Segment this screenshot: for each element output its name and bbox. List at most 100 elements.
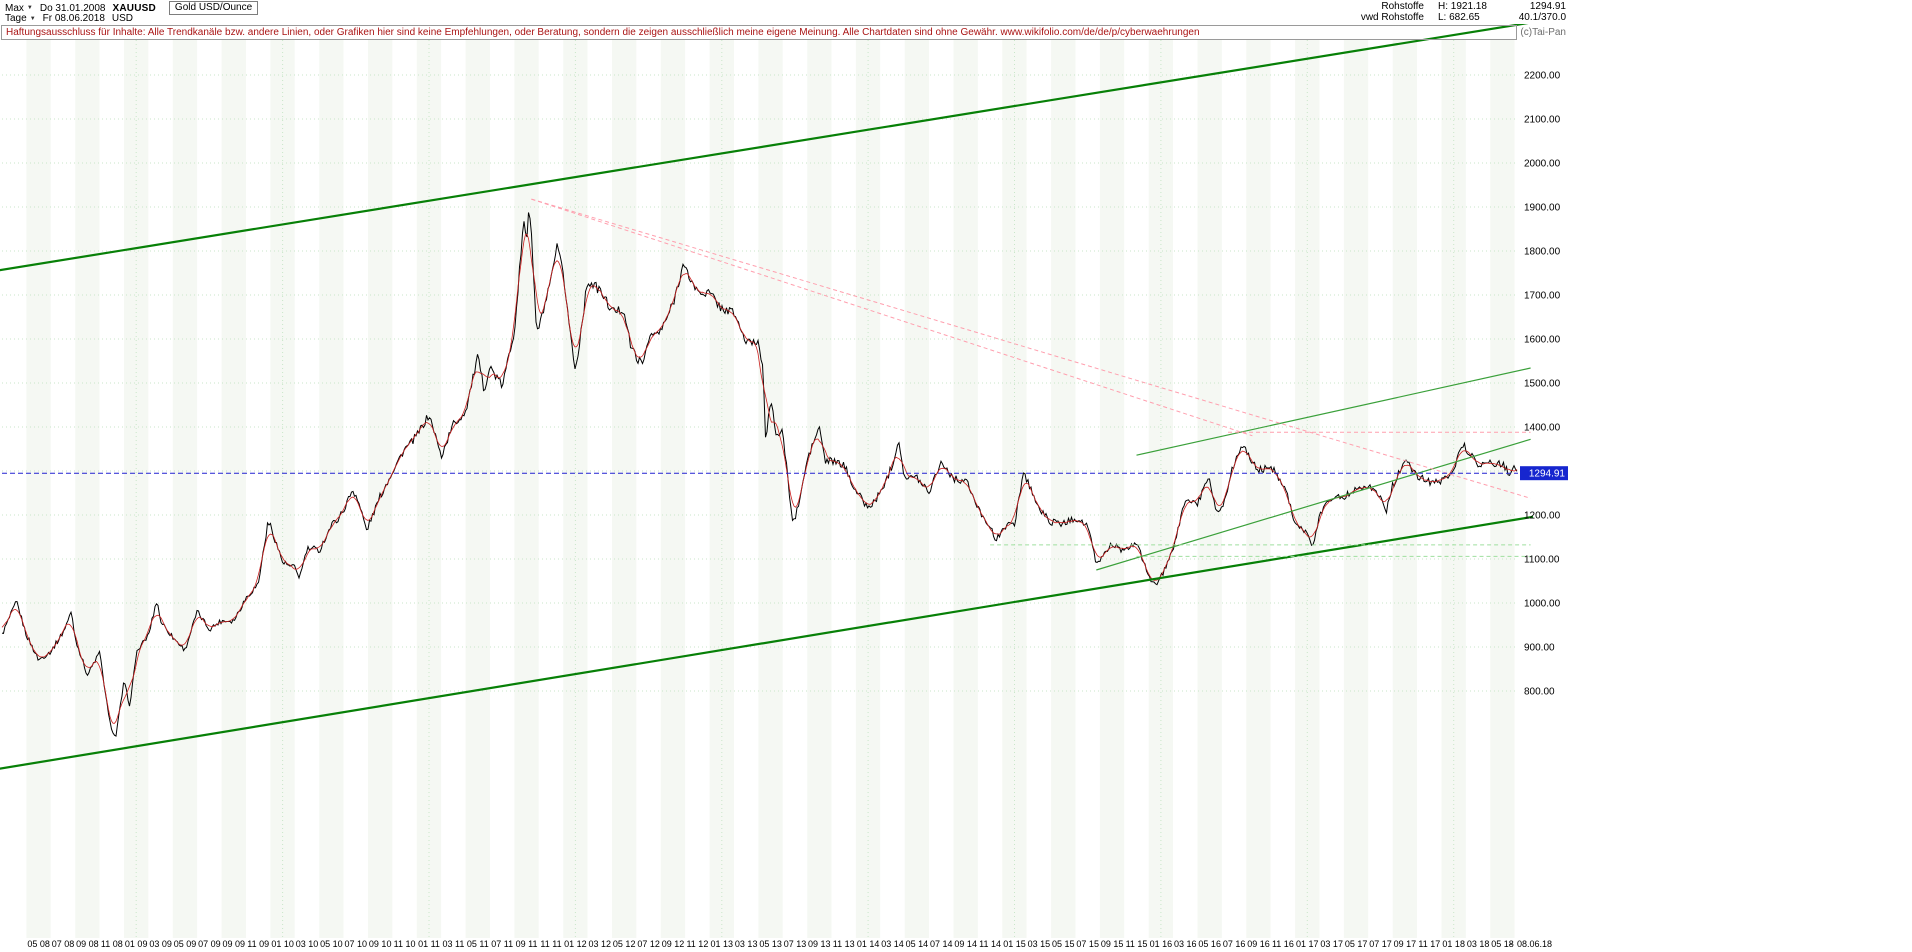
- ma-line: [1, 233, 1518, 724]
- svg-text:05 10: 05 10: [320, 939, 343, 949]
- svg-text:03 10: 03 10: [296, 939, 319, 949]
- period-low-label: L: 682.65: [1438, 12, 1480, 23]
- toolbar-row-1: Max ▼ Do 31.01.2008 XAUUSD Gold USD/Ounc…: [5, 1, 259, 15]
- svg-text:07 10: 07 10: [345, 939, 368, 949]
- svg-text:07 16: 07 16: [1223, 939, 1246, 949]
- background-bands: [2, 40, 1518, 938]
- svg-text:07 09: 07 09: [198, 939, 221, 949]
- svg-text:01 15: 01 15: [1003, 939, 1026, 949]
- svg-text:09 16: 09 16: [1247, 939, 1270, 949]
- svg-text:03 17: 03 17: [1320, 939, 1343, 949]
- start-date-field[interactable]: Do 31.01.2008: [39, 2, 106, 14]
- svg-text:03 14: 03 14: [881, 939, 904, 949]
- last-price-label: 1294.91: [1529, 1, 1566, 12]
- svg-text:1600.00: 1600.00: [1524, 335, 1561, 346]
- svg-text:03 18: 03 18: [1467, 939, 1490, 949]
- svg-text:08.06.18: 08.06.18: [1517, 939, 1552, 949]
- svg-text:1000.00: 1000.00: [1524, 599, 1561, 610]
- trendline-support-2016-rising[interactable]: [1096, 438, 1531, 571]
- svg-text:11 15: 11 15: [1126, 939, 1148, 949]
- svg-text:1100.00: 1100.00: [1524, 555, 1560, 566]
- wikifolio-link[interactable]: www.wikifolio.com/de/de/p/cyberwaehrunge…: [1000, 27, 1200, 38]
- svg-text:07 17: 07 17: [1369, 939, 1392, 949]
- y-axis-labels: 2200.00 2100.00 2000.00 1900.00 1800.00 1700.…: [1524, 71, 1561, 698]
- svg-text:2100.00: 2100.00: [1524, 115, 1561, 126]
- range-dropdown[interactable]: Max ▼: [5, 3, 33, 14]
- svg-text:-: -: [1510, 939, 1513, 949]
- svg-text:11 12: 11 12: [686, 939, 708, 949]
- svg-text:01 16: 01 16: [1150, 939, 1173, 949]
- svg-text:11 10: 11 10: [394, 939, 416, 949]
- copyright-label: (c)Tai-Pan: [1520, 27, 1566, 38]
- indicator-values-label: 40.1/370.0: [1518, 12, 1566, 23]
- svg-text:05 15: 05 15: [1052, 939, 1075, 949]
- feed-source-label: vwd Rohstoffe: [1360, 12, 1424, 23]
- svg-text:2000.00: 2000.00: [1524, 159, 1561, 170]
- end-date-field[interactable]: Fr 08.06.2018: [42, 13, 105, 24]
- svg-text:09 09: 09 09: [223, 939, 246, 949]
- svg-text:07 12: 07 12: [637, 939, 660, 949]
- svg-text:09 15: 09 15: [1101, 939, 1124, 949]
- svg-text:01 14: 01 14: [857, 939, 880, 949]
- svg-text:09 10: 09 10: [369, 939, 392, 949]
- svg-text:11 11: 11 11: [540, 939, 561, 949]
- svg-text:09 14: 09 14: [954, 939, 977, 949]
- toolbar: Max ▼ Do 31.01.2008 XAUUSD Gold USD/Ounc…: [0, 0, 1912, 24]
- period-high-label: H: 1921.18: [1438, 1, 1487, 12]
- svg-text:09 12: 09 12: [662, 939, 685, 949]
- disclaimer-text: Haftungsausschluss für Inhalte: Alle Tre…: [6, 27, 998, 38]
- svg-text:07 08: 07 08: [52, 939, 75, 949]
- svg-text:03 11: 03 11: [442, 939, 464, 949]
- period-dropdown[interactable]: Tage ▼: [5, 13, 36, 24]
- trendline-downtrend-from-2011-peak-long[interactable]: [531, 198, 1531, 499]
- svg-text:1200.00: 1200.00: [1524, 511, 1561, 522]
- svg-text:05 08: 05 08: [27, 939, 50, 949]
- svg-text:11 14: 11 14: [979, 939, 1001, 949]
- svg-text:03 12: 03 12: [589, 939, 612, 949]
- svg-text:01 11: 01 11: [418, 939, 440, 949]
- svg-text:11 13: 11 13: [833, 939, 855, 949]
- svg-text:03 16: 03 16: [1174, 939, 1197, 949]
- svg-text:1400.00: 1400.00: [1524, 423, 1561, 434]
- disclaimer-bar: Haftungsausschluss für Inhalte: Alle Tre…: [1, 25, 1517, 40]
- svg-text:01 17: 01 17: [1296, 939, 1319, 949]
- chevron-down-icon: ▼: [26, 5, 33, 11]
- svg-text:1500.00: 1500.00: [1524, 379, 1561, 390]
- svg-text:01 09: 01 09: [125, 939, 148, 949]
- svg-text:09 17: 09 17: [1394, 939, 1417, 949]
- feed-category-label: Rohstoffe: [1381, 1, 1424, 12]
- svg-text:01 12: 01 12: [564, 939, 587, 949]
- svg-text:05 17: 05 17: [1345, 939, 1368, 949]
- svg-text:11 17: 11 17: [1418, 939, 1440, 949]
- trendline-channel-upper[interactable]: [0, 21, 1534, 272]
- trendlines[interactable]: [0, 21, 1534, 770]
- svg-text:01 10: 01 10: [271, 939, 294, 949]
- svg-text:07 14: 07 14: [930, 939, 953, 949]
- currency-label: USD: [111, 13, 134, 24]
- svg-text:05 16: 05 16: [1198, 939, 1221, 949]
- trendline-channel-lower[interactable]: [0, 515, 1534, 770]
- svg-text:05 18: 05 18: [1491, 939, 1514, 949]
- svg-text:01 13: 01 13: [711, 939, 734, 949]
- svg-text:07 13: 07 13: [784, 939, 807, 949]
- svg-text:05 13: 05 13: [759, 939, 782, 949]
- svg-text:03 09: 03 09: [149, 939, 172, 949]
- gridlines: [2, 40, 1518, 938]
- svg-text:01 18: 01 18: [1442, 939, 1465, 949]
- svg-text:05 09: 05 09: [174, 939, 197, 949]
- symbol-label: XAUUSD: [112, 2, 156, 14]
- svg-text:2200.00: 2200.00: [1524, 71, 1561, 82]
- svg-text:800.00: 800.00: [1524, 687, 1555, 698]
- instrument-title: Gold USD/Ounce: [168, 1, 259, 15]
- svg-text:09 11: 09 11: [516, 939, 538, 949]
- svg-text:09 13: 09 13: [808, 939, 831, 949]
- trendline-downtrend-from-2011-peak-short[interactable]: [531, 198, 1253, 437]
- svg-text:900.00: 900.00: [1524, 643, 1555, 654]
- x-axis-labels: 05 08 07 08 09 08 11 08 01 09 03 09 05 09 07 09…: [27, 939, 1552, 949]
- svg-text:1700.00: 1700.00: [1524, 291, 1561, 302]
- svg-text:1800.00: 1800.00: [1524, 247, 1561, 258]
- chevron-down-icon: ▼: [29, 15, 36, 22]
- svg-text:03 13: 03 13: [735, 939, 758, 949]
- trendline-resistance-2016-rising[interactable]: [1136, 367, 1531, 456]
